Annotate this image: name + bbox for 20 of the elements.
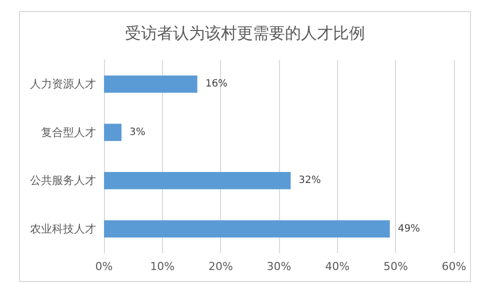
bar [104, 75, 198, 93]
data-label: 49% [398, 223, 420, 234]
x-tick-label: 20% [208, 260, 233, 273]
x-tick-label: 10% [150, 260, 175, 273]
x-tick-label: 40% [325, 260, 350, 273]
data-label: 32% [298, 175, 321, 186]
data-label: 16% [205, 78, 228, 90]
bar [104, 124, 122, 142]
y-tick-label: 人力资源人才 [30, 78, 96, 91]
x-tick-label: 50% [383, 260, 408, 273]
x-tick-label: 0% [95, 260, 113, 273]
x-tick-label: 60% [442, 260, 466, 273]
bar [104, 220, 390, 238]
chart-title: 受访者认为该村更需要的人才比例 [125, 24, 365, 42]
x-tick-label: 30% [266, 260, 292, 273]
bar [104, 172, 291, 190]
y-tick-label: 农业科技人才 [30, 222, 96, 236]
y-tick-label: 公共服务人才 [30, 174, 96, 188]
y-tick-label: 复合型人才 [41, 126, 96, 139]
data-label: 3% [130, 126, 146, 138]
